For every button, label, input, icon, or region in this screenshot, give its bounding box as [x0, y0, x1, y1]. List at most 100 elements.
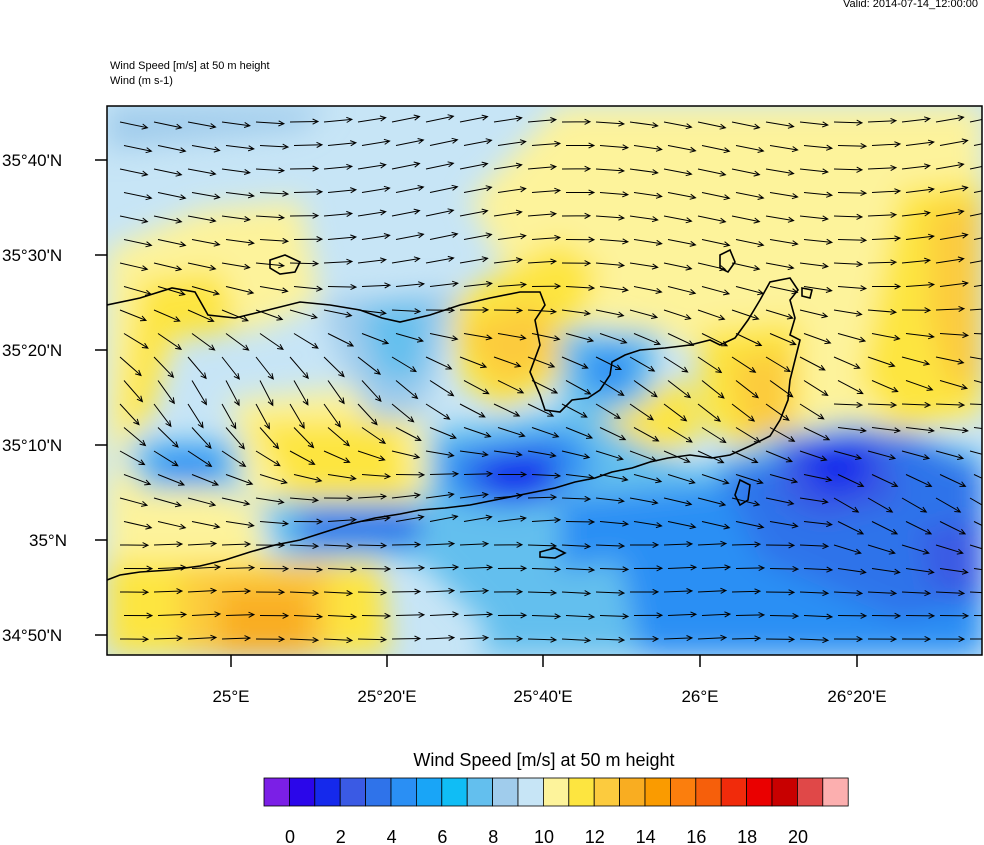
wind-arrow [633, 145, 663, 152]
wind-arrow [561, 212, 592, 219]
wind-arrow [395, 427, 422, 442]
wind-arrow [391, 161, 421, 170]
wind-arrow [731, 635, 762, 642]
wind-arrow [191, 564, 222, 571]
plot-title-line1: Wind Speed [m/s] at 50 m height [110, 60, 270, 72]
wind-arrow [561, 309, 591, 316]
wind-arrow [119, 309, 148, 322]
wind-arrow [221, 262, 251, 270]
wind-arrow [663, 403, 688, 422]
coastlines [107, 248, 813, 581]
wind-arrow [595, 497, 625, 504]
wind-arrow [463, 611, 494, 618]
colorbar-box [695, 777, 722, 807]
wind-arrow [731, 356, 757, 373]
wind-arrow [425, 587, 456, 594]
wind-arrow [697, 450, 725, 464]
wind-arrow [735, 380, 760, 399]
wind-arrow [153, 215, 183, 224]
wind-arrow [633, 474, 663, 484]
wind-arrow [221, 215, 251, 223]
wind-arrow [973, 143, 982, 146]
wind-arrow [497, 427, 526, 438]
wind-arrow [765, 121, 795, 129]
wind-arrow [735, 474, 764, 485]
wind-arrow [697, 540, 728, 547]
wind-arrow [561, 165, 592, 172]
wind-arrow [493, 635, 524, 642]
wind-arrow [973, 615, 982, 617]
wind-arrow [293, 427, 315, 449]
wind-arrow [803, 191, 834, 198]
colorbar-box [822, 777, 849, 807]
wind-arrow [293, 380, 309, 406]
wind-arrow [935, 450, 965, 460]
wind-arrow [255, 636, 286, 643]
wind-arrow [357, 115, 387, 123]
wind-arrow [833, 590, 864, 597]
wind-arrow [901, 497, 928, 513]
wind-arrow [259, 520, 290, 527]
wind-arrow [323, 590, 354, 597]
wind-arrow [867, 544, 896, 555]
wind-arrow [119, 589, 150, 596]
wind-arrow [969, 118, 982, 123]
wind-arrow [833, 401, 864, 408]
wind-arrow [527, 589, 558, 596]
wind-arrow [935, 305, 966, 313]
wind-arrow [939, 138, 969, 146]
wind-arrow [939, 380, 969, 390]
wind-arrow [123, 333, 149, 349]
wind-arrow [867, 590, 898, 597]
wind-arrow [119, 542, 150, 549]
wind-arrow [765, 262, 795, 271]
wind-arrow [769, 286, 799, 295]
wind-arrow [765, 403, 790, 421]
wind-arrow [395, 281, 426, 288]
wind-arrow [255, 542, 286, 549]
wind-arrow [187, 450, 213, 468]
wind-arrow [191, 474, 220, 486]
wind-arrow [769, 612, 800, 620]
wind-arrow [123, 380, 144, 403]
wind-arrow [221, 588, 252, 595]
wind-arrow [395, 138, 425, 146]
wind-arrow [289, 212, 320, 219]
wind-arrow [629, 168, 659, 176]
lat-label: 34°50'N [2, 626, 62, 645]
wind-arrow [871, 474, 899, 487]
wind-arrow [497, 333, 527, 341]
wind-arrow [561, 118, 592, 125]
wind-arrow [493, 450, 523, 458]
wind-arrow [701, 380, 725, 399]
lat-label: 35°30'N [2, 246, 62, 265]
map-frame [106, 105, 983, 656]
wind-arrow [867, 635, 898, 643]
wind-arrow [663, 356, 689, 373]
wind-arrow [259, 474, 288, 485]
wind-arrow [935, 401, 966, 408]
wind-arrow [463, 564, 494, 571]
colorbar-box [543, 777, 570, 807]
wind-arrow [289, 636, 320, 644]
wind-arrow [837, 380, 864, 395]
wind-arrow [561, 260, 592, 267]
wind-arrow [221, 497, 251, 506]
wind-arrow [697, 587, 728, 594]
wind-arrow [595, 120, 626, 127]
wind-arrow [361, 473, 392, 480]
wind-arrow [833, 635, 864, 643]
wind-arrow [323, 116, 354, 123]
wind-arrow [361, 233, 391, 240]
wind-arrow [293, 236, 324, 243]
wind-arrow [663, 121, 693, 130]
wind-vectors [119, 114, 982, 644]
wind-arrow [629, 541, 660, 549]
wind-arrow [357, 162, 387, 170]
wind-arrow [429, 427, 457, 439]
wind-arrow [803, 613, 834, 620]
wind-arrow [255, 262, 286, 269]
wind-arrow [939, 612, 970, 619]
wind-arrow [905, 474, 933, 487]
wind-arrow [871, 380, 899, 393]
